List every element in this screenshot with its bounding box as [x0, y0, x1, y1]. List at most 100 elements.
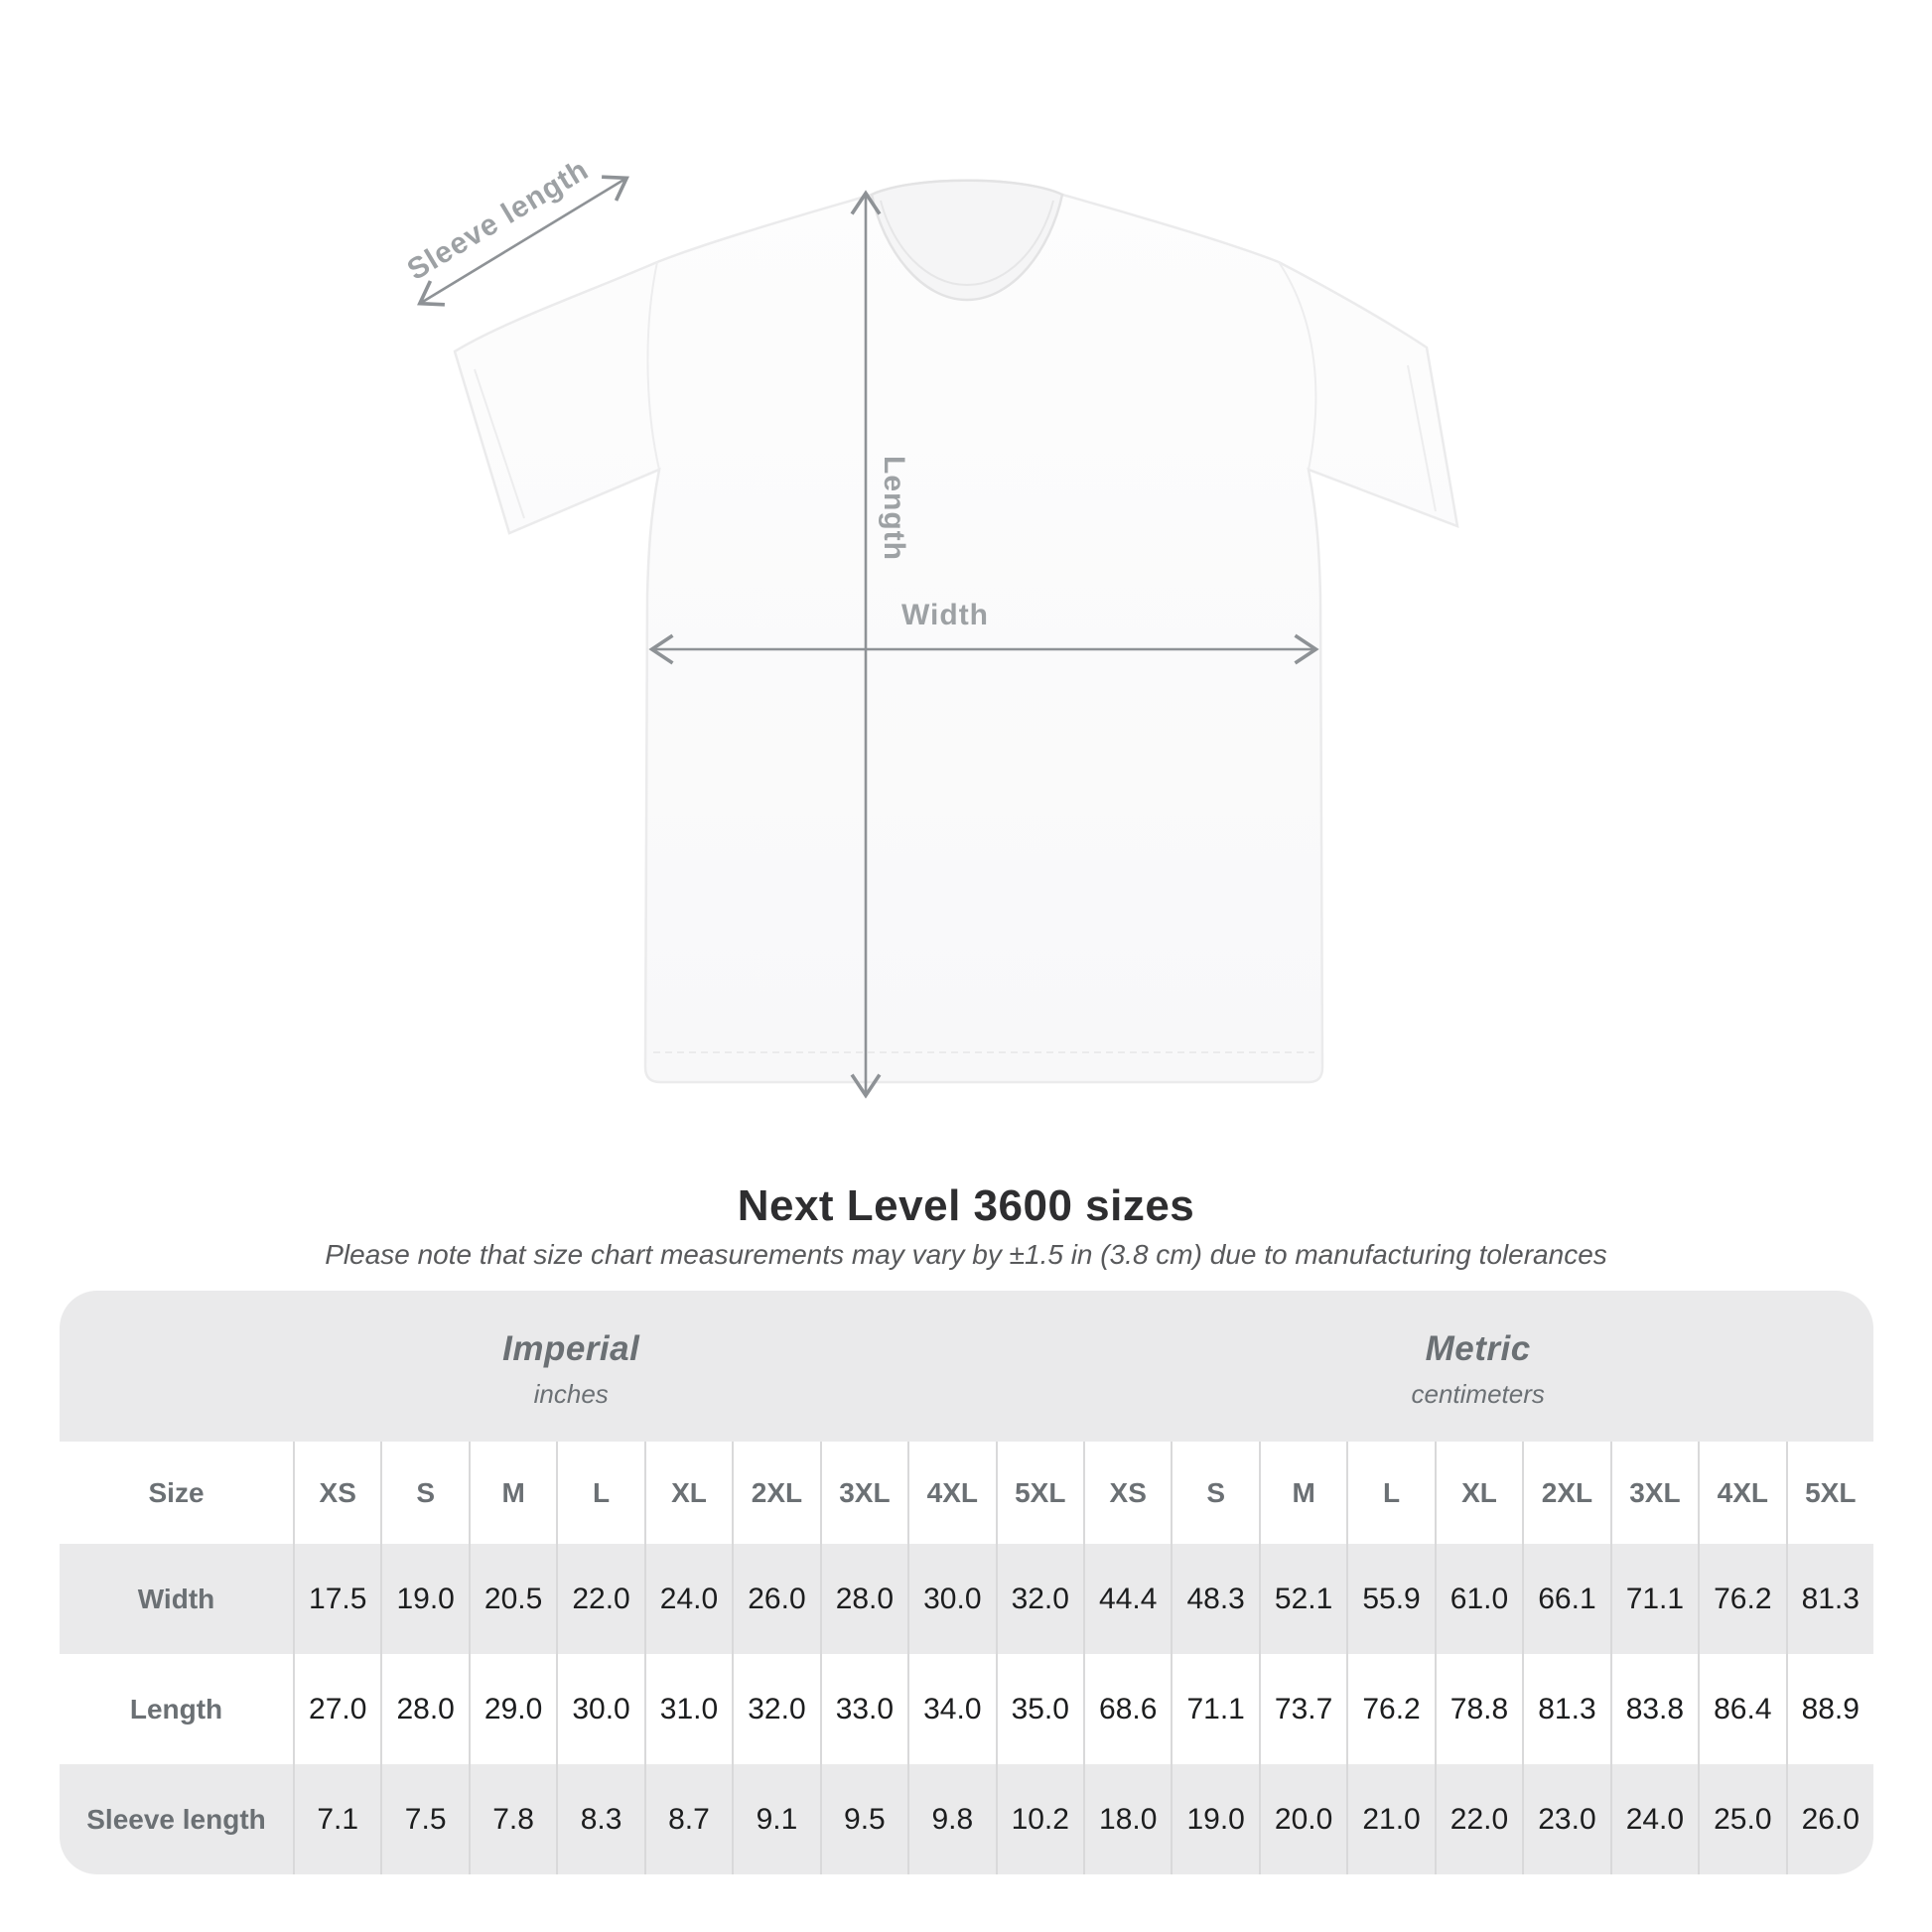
size-corner-header: Size — [148, 1476, 205, 1508]
value-cell: 24.0 — [1609, 1764, 1698, 1874]
value-cell: 73.7 — [1258, 1654, 1346, 1764]
size-column-header: 2XL — [1522, 1442, 1609, 1544]
value-cell: 33.0 — [819, 1654, 907, 1764]
value-cell: 34.0 — [907, 1654, 995, 1764]
metric-sublabel: centimeters — [1411, 1378, 1545, 1409]
value-cell: 81.3 — [1522, 1654, 1609, 1764]
sleeve-length-arrow — [417, 175, 629, 307]
value-cell: 25.0 — [1698, 1764, 1785, 1874]
value-cell: 23.0 — [1522, 1764, 1609, 1874]
value-cell: 17.5 — [293, 1544, 380, 1654]
size-column-header: 3XL — [819, 1442, 907, 1544]
value-cell: 28.0 — [380, 1654, 468, 1764]
size-column-header: 5XL — [1785, 1442, 1873, 1544]
table-rows: Size XS S M L XL 2XL 3XL 4XL 5XL XS S M L XL 2XL 3XL 4XL 5… — [60, 1442, 1873, 1874]
size-column-header: 4XL — [907, 1442, 995, 1544]
value-cell: 20.0 — [1258, 1764, 1346, 1874]
value-cell: 19.0 — [380, 1544, 468, 1654]
value-cell: 26.0 — [1785, 1764, 1873, 1874]
value-cell: 21.0 — [1346, 1764, 1434, 1874]
value-cell: 30.0 — [907, 1544, 995, 1654]
shirt-right-sleeve-seam — [1278, 261, 1317, 471]
value-cell: 30.0 — [556, 1654, 643, 1764]
value-cell: 18.0 — [1082, 1764, 1171, 1874]
size-column-header: M — [1258, 1442, 1346, 1544]
table-row: Length 27.0 28.0 29.0 30.0 31.0 32.0 33.0 34.0 35… — [60, 1654, 1873, 1764]
value-cell: 78.8 — [1434, 1654, 1522, 1764]
value-cell: 61.0 — [1434, 1544, 1522, 1654]
value-cell: 26.0 — [732, 1544, 819, 1654]
value-cell: 83.8 — [1609, 1654, 1698, 1764]
page-subtitle: Please note that size chart measurements… — [325, 1239, 1607, 1270]
unit-group-imperial: Imperial inches — [60, 1291, 1082, 1442]
unit-band: Imperial inches Metric centimeters — [60, 1291, 1873, 1442]
value-cell: 24.0 — [643, 1544, 732, 1654]
value-cell: 35.0 — [995, 1654, 1083, 1764]
table-row: Sleeve length 7.1 7.5 7.8 8.3 8.7 9.1 9.5 9.8 10.… — [60, 1764, 1873, 1874]
value-cell: 44.4 — [1082, 1544, 1171, 1654]
shirt-left-sleeve-seam — [646, 261, 660, 471]
size-column-header: S — [1171, 1442, 1258, 1544]
width-label: Width — [900, 599, 990, 631]
page-title: Next Level 3600 sizes — [737, 1181, 1195, 1230]
value-cell: 7.8 — [468, 1764, 556, 1874]
value-cell: 9.1 — [732, 1764, 819, 1874]
metric-label: Metric — [1425, 1328, 1531, 1368]
size-column-header: M — [468, 1442, 556, 1544]
row-label-cell: Length — [129, 1693, 223, 1725]
value-cell: 20.5 — [468, 1544, 556, 1654]
value-cell: 28.0 — [819, 1544, 907, 1654]
value-cell: 8.7 — [643, 1764, 732, 1874]
size-column-header: 5XL — [995, 1442, 1083, 1544]
value-cell: 88.9 — [1785, 1654, 1873, 1764]
size-column-header: XL — [643, 1442, 732, 1544]
value-cell: 8.3 — [556, 1764, 643, 1874]
size-column-header: XS — [1082, 1442, 1171, 1544]
value-cell: 66.1 — [1522, 1544, 1609, 1654]
value-cell: 71.1 — [1609, 1544, 1698, 1654]
size-table: Imperial inches Metric centimeters Size X… — [60, 1291, 1873, 1874]
shirt-measurement-diagram: Sleeve length Length Width — [402, 153, 1459, 1099]
value-cell: 68.6 — [1082, 1654, 1171, 1764]
length-label: Length — [878, 456, 910, 561]
value-cell: 55.9 — [1346, 1544, 1434, 1654]
size-header-row: Size XS S M L XL 2XL 3XL 4XL 5XL XS S M L XL 2XL 3XL 4XL 5… — [60, 1442, 1873, 1544]
value-cell: 9.8 — [907, 1764, 995, 1874]
value-cell: 52.1 — [1258, 1544, 1346, 1654]
row-label-cell: Width — [137, 1583, 215, 1614]
imperial-label: Imperial — [502, 1328, 640, 1368]
value-cell: 22.0 — [556, 1544, 643, 1654]
value-cell: 7.5 — [380, 1764, 468, 1874]
value-cell: 76.2 — [1346, 1654, 1434, 1764]
shirt-collar — [870, 179, 1064, 302]
size-column-header: 3XL — [1609, 1442, 1698, 1544]
table-row: Width 17.5 19.0 20.5 22.0 24.0 26.0 28.0 30.0 32.… — [60, 1544, 1873, 1654]
value-cell: 71.1 — [1171, 1654, 1258, 1764]
unit-group-metric: Metric centimeters — [1082, 1291, 1873, 1442]
value-cell: 86.4 — [1698, 1654, 1785, 1764]
row-label-cell: Sleeve length — [86, 1803, 266, 1835]
value-cell: 32.0 — [995, 1544, 1083, 1654]
value-cell: 48.3 — [1171, 1544, 1258, 1654]
value-cell: 19.0 — [1171, 1764, 1258, 1874]
shirt-right-sleeve-stitch — [1407, 364, 1437, 512]
size-column-header: 4XL — [1698, 1442, 1785, 1544]
value-cell: 76.2 — [1698, 1544, 1785, 1654]
shirt-collar-rib — [880, 200, 1054, 287]
value-cell: 81.3 — [1785, 1544, 1873, 1654]
size-column-header: S — [380, 1442, 468, 1544]
size-column-header: L — [1346, 1442, 1434, 1544]
size-column-header: XL — [1434, 1442, 1522, 1544]
value-cell: 27.0 — [293, 1654, 380, 1764]
size-column-header: L — [556, 1442, 643, 1544]
value-cell: 22.0 — [1434, 1764, 1522, 1874]
shirt-illustration — [417, 175, 1459, 1099]
imperial-sublabel: inches — [533, 1378, 609, 1409]
value-cell: 10.2 — [995, 1764, 1083, 1874]
size-column-header: XS — [293, 1442, 380, 1544]
value-cell: 29.0 — [468, 1654, 556, 1764]
size-column-header: 2XL — [732, 1442, 819, 1544]
value-cell: 7.1 — [293, 1764, 380, 1874]
shirt-left-sleeve-stitch — [474, 368, 525, 519]
value-cell: 32.0 — [732, 1654, 819, 1764]
